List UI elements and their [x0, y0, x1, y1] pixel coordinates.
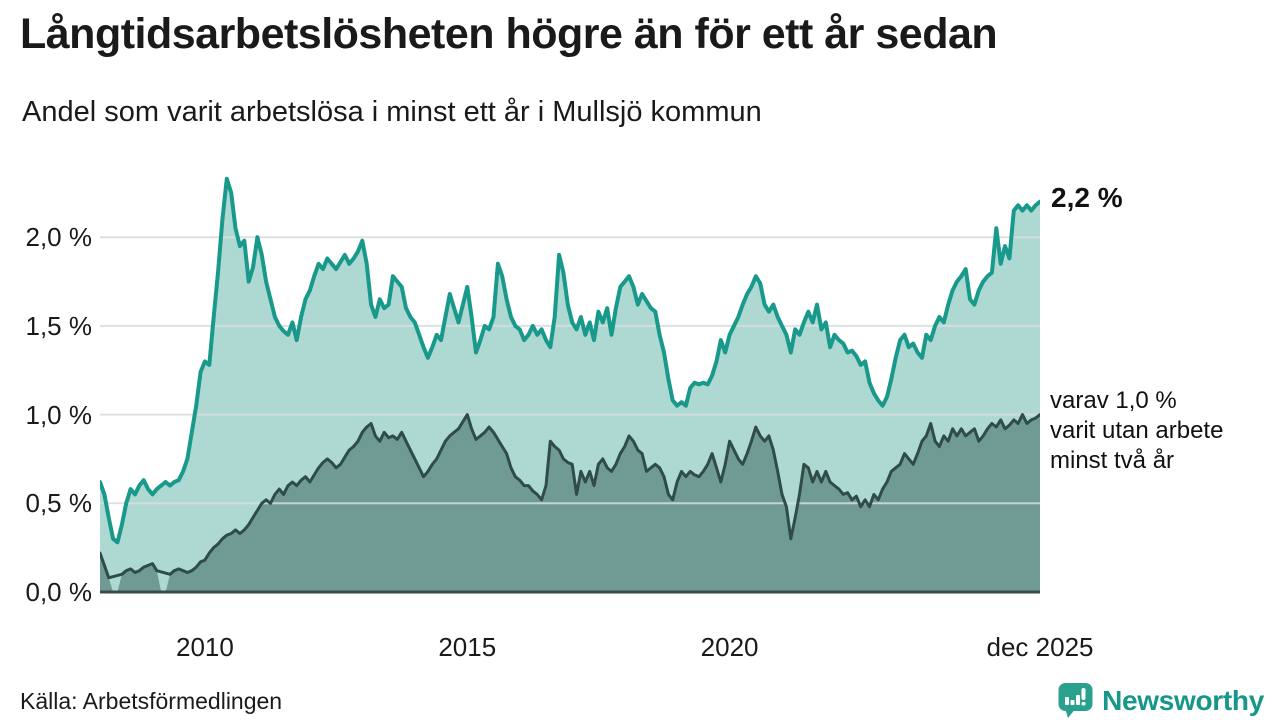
- y-axis-label: 2,0 %: [25, 222, 93, 253]
- primary-series-line: [100, 176, 1040, 545]
- source-note: Källa: Arbetsförmedlingen: [20, 688, 283, 714]
- page-title: Långtidsarbetslösheten högre än för ett …: [20, 10, 998, 58]
- annotation-line: minst två år: [1050, 447, 1175, 474]
- brand-logo: Newsworthy: [1057, 682, 1264, 719]
- x-axis-label: 2020: [700, 632, 759, 662]
- y-axis-label: 1,0 %: [25, 399, 93, 430]
- y-axis-label: 1,5 %: [25, 310, 93, 341]
- secondary-series-annotation: varav 1,0 % varit utan arbete minst två …: [1050, 386, 1223, 476]
- x-axis-label: dec 2025: [986, 632, 1094, 662]
- secondary-series-line: [100, 413, 1040, 580]
- brand-name: Newsworthy: [1102, 684, 1264, 716]
- y-axis-label: 0,0 %: [25, 577, 93, 607]
- area-chart-plot: [100, 176, 1040, 594]
- annotation-line: varav 1,0 %: [1050, 387, 1177, 414]
- y-axis-label: 0,5 %: [25, 488, 93, 519]
- end-value-label: 2,2 %: [1051, 182, 1123, 213]
- chart-subtitle: Andel som varit arbetslösa i minst ett å…: [22, 96, 762, 128]
- annotation-line: varit utan arbete: [1050, 417, 1224, 444]
- newsworthy-speech-bubble-bar-chart-icon: [1058, 683, 1093, 718]
- x-axis-label: 2010: [176, 632, 234, 662]
- x-axis-label: 2015: [438, 632, 497, 662]
